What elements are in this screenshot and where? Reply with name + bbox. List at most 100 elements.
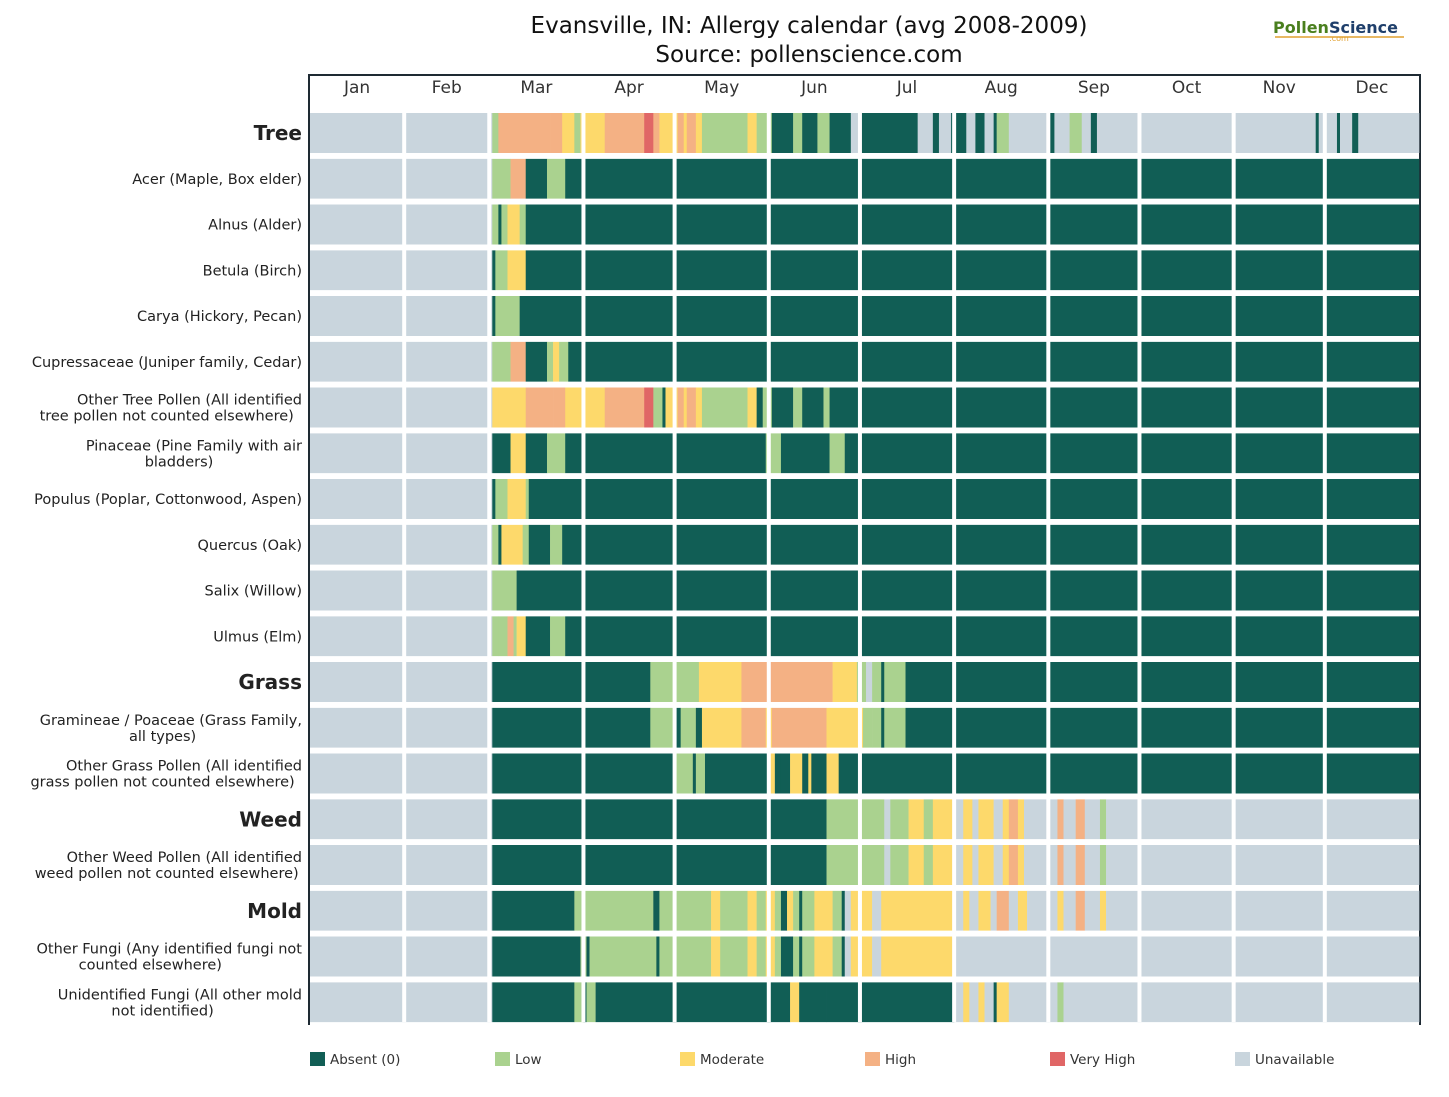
- cell-L: [859, 845, 885, 885]
- cell-L: [586, 982, 596, 1023]
- taxon-label: Quercus (Oak): [197, 538, 302, 554]
- cell-U: [1358, 113, 1420, 153]
- cell-M: [978, 845, 994, 885]
- cell-U: [1008, 982, 1049, 1023]
- month-label-apr: Apr: [614, 78, 643, 98]
- cell-A: [993, 982, 997, 1023]
- cell-H: [498, 113, 508, 153]
- cell-A: [954, 662, 1420, 702]
- taxon-label: Populus (Poplar, Cottonwood, Aspen): [34, 492, 302, 508]
- cell-M: [978, 982, 985, 1023]
- cell-U: [310, 570, 493, 611]
- row-6: [310, 387, 1420, 428]
- cell-A: [492, 250, 496, 291]
- cell-M: [498, 387, 527, 428]
- cell-A: [802, 387, 824, 428]
- cell-A: [565, 158, 584, 199]
- cell-H: [686, 387, 697, 428]
- cell-A: [492, 753, 584, 794]
- cell-A: [492, 707, 584, 748]
- cell-U: [954, 845, 964, 885]
- month-label-sep: Sep: [1078, 78, 1110, 98]
- cell-U: [310, 479, 493, 519]
- cell-A: [780, 936, 794, 977]
- cell-U: [1008, 113, 1049, 153]
- cell-A: [932, 113, 940, 153]
- cell-U: [972, 845, 979, 885]
- legend-item: Low: [495, 1052, 542, 1068]
- cell-A: [829, 113, 852, 153]
- cell-A: [905, 707, 955, 748]
- cell-A: [780, 890, 788, 931]
- cell-L: [817, 113, 824, 153]
- cell-A: [704, 753, 770, 794]
- cell-L: [832, 890, 843, 931]
- cell-A: [799, 982, 827, 1023]
- legend-swatch: [865, 1052, 880, 1066]
- taxon-label: Unidentified Fungi (All other mold not id…: [58, 987, 302, 1019]
- legend-item: Absent (0): [310, 1052, 400, 1068]
- cell-A: [562, 524, 584, 565]
- cell-M: [963, 890, 970, 931]
- cell-L: [832, 936, 843, 977]
- cell-L: [802, 890, 815, 931]
- cell-L: [492, 113, 499, 153]
- cell-L: [1069, 113, 1083, 153]
- cell-U: [872, 936, 882, 977]
- legend-label: Absent (0): [330, 1052, 400, 1068]
- row-12: [310, 662, 1420, 702]
- cell-A: [525, 616, 551, 657]
- row-17: [310, 890, 1420, 931]
- cell-L: [574, 982, 584, 1023]
- cell-A: [1315, 113, 1320, 153]
- cell-A: [583, 753, 675, 794]
- cell-M: [507, 479, 527, 519]
- cell-U: [310, 296, 493, 336]
- cell-U: [1027, 890, 1049, 931]
- cell-M: [747, 890, 757, 931]
- cell-L: [720, 936, 748, 977]
- cell-V: [644, 387, 654, 428]
- cell-L: [738, 113, 748, 153]
- cell-A: [802, 113, 818, 153]
- cell-A: [653, 890, 660, 931]
- row-divider: [310, 930, 1419, 937]
- cell-A: [492, 936, 581, 977]
- cell-L: [492, 524, 499, 565]
- cell-A: [771, 387, 794, 428]
- cell-A: [492, 799, 584, 840]
- cell-A: [674, 799, 770, 840]
- month-label-jun: Jun: [800, 78, 828, 98]
- month-label-may: May: [704, 78, 739, 98]
- cell-A: [516, 570, 584, 611]
- taxon-label: Other Weed Pollen (All identified weed po…: [35, 850, 302, 882]
- row-divider: [310, 381, 1419, 388]
- cell-H: [1057, 845, 1064, 885]
- cell-L: [802, 936, 815, 977]
- cell-L: [492, 204, 499, 245]
- cell-L: [884, 662, 906, 702]
- cell-A: [583, 250, 1420, 291]
- legend-swatch: [680, 1052, 695, 1066]
- cell-A: [768, 799, 827, 840]
- cell-M: [881, 936, 955, 977]
- row-divider: [310, 107, 1419, 113]
- row-0: [310, 113, 1420, 153]
- cell-H: [604, 113, 645, 153]
- cell-L: [501, 204, 508, 245]
- cell-L: [492, 616, 499, 657]
- logo-science: Science: [1329, 18, 1398, 37]
- row-divider: [310, 473, 1419, 479]
- cell-H: [677, 387, 685, 428]
- taxon-label: Other Grass Pollen (All identified grass …: [30, 759, 302, 791]
- cell-L: [859, 799, 885, 840]
- chart-subtitle: Source: pollenscience.com: [655, 42, 962, 68]
- cell-L: [701, 387, 739, 428]
- cell-L: [653, 387, 663, 428]
- cell-L: [674, 890, 712, 931]
- cell-U: [310, 982, 493, 1023]
- cell-U: [1063, 890, 1076, 931]
- row-divider: [310, 153, 1419, 159]
- cell-M: [516, 616, 527, 657]
